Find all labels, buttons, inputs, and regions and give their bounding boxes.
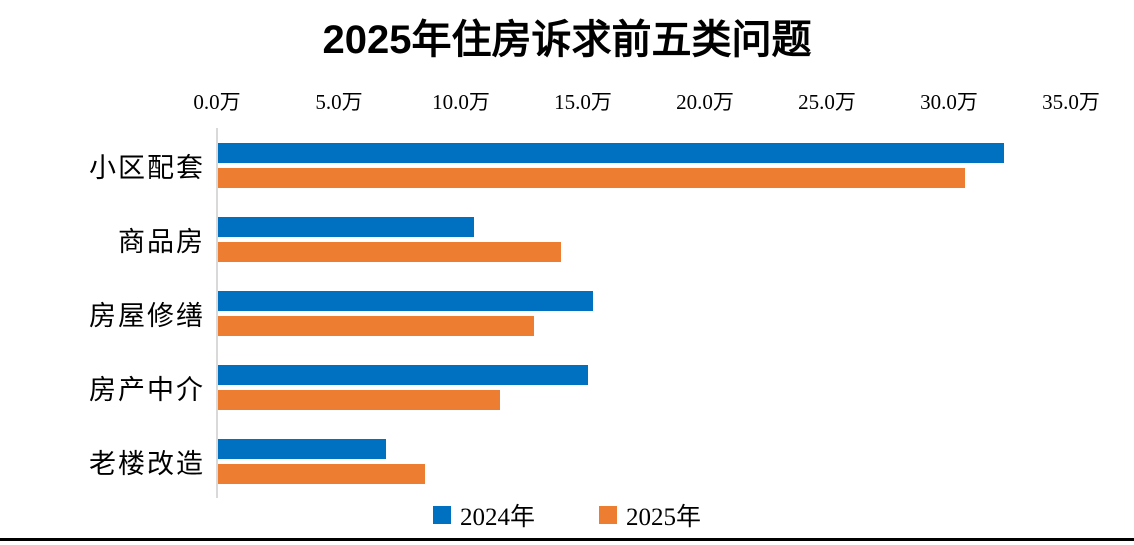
bar-series1-category1 <box>218 242 562 262</box>
x-tick-label-1: 5.0万 <box>315 90 363 114</box>
legend: 2024年 2025年 <box>0 497 1134 533</box>
y-axis-category-labels: 小区配套商品房房屋修缮房产中介老楼改造 <box>0 128 205 498</box>
bar-series1-category2 <box>218 316 535 336</box>
legend-item-0: 2024年 <box>432 497 535 533</box>
bar-series0-category3 <box>218 365 588 385</box>
chart-title: 2025年住房诉求前五类问题 <box>322 18 812 62</box>
bar-series0-category0 <box>218 143 1005 163</box>
bar-series1-category3 <box>218 390 501 410</box>
legend-item-1: 2025年 <box>599 497 701 533</box>
x-tick-label-3: 15.0万 <box>554 90 612 114</box>
bottom-border-line <box>0 538 1134 541</box>
legend-label-1: 2025年 <box>626 504 702 531</box>
category-label-0: 小区配套 <box>89 152 205 183</box>
x-tick-label-6: 30.0万 <box>920 90 978 114</box>
category-label-2: 房屋修缮 <box>89 300 205 331</box>
legend-label-0: 2024年 <box>459 504 535 531</box>
category-label-4: 老楼改造 <box>89 448 205 479</box>
x-tick-label-5: 25.0万 <box>798 90 856 114</box>
x-tick-label-0: 0.0万 <box>193 90 241 114</box>
x-tick-label-7: 35.0万 <box>1042 90 1100 114</box>
bar-series0-category2 <box>218 291 593 311</box>
legend-swatch-1 <box>599 506 617 524</box>
category-label-3: 房产中介 <box>89 374 205 405</box>
bar-series0-category1 <box>218 217 474 237</box>
plot-area <box>216 128 1070 498</box>
x-tick-label-4: 20.0万 <box>676 90 734 114</box>
bar-series0-category4 <box>218 439 386 459</box>
legend-swatch-0 <box>432 506 451 524</box>
x-axis-ticks: 0.0万 5.0万 10.0万 15.0万 20.0万 25.0万 30.0万 35.0万 <box>193 86 1100 114</box>
x-tick-label-2: 10.0万 <box>432 90 490 114</box>
bar-series1-category0 <box>218 168 966 188</box>
bar-series1-category4 <box>218 464 425 484</box>
category-label-1: 商品房 <box>118 226 205 257</box>
